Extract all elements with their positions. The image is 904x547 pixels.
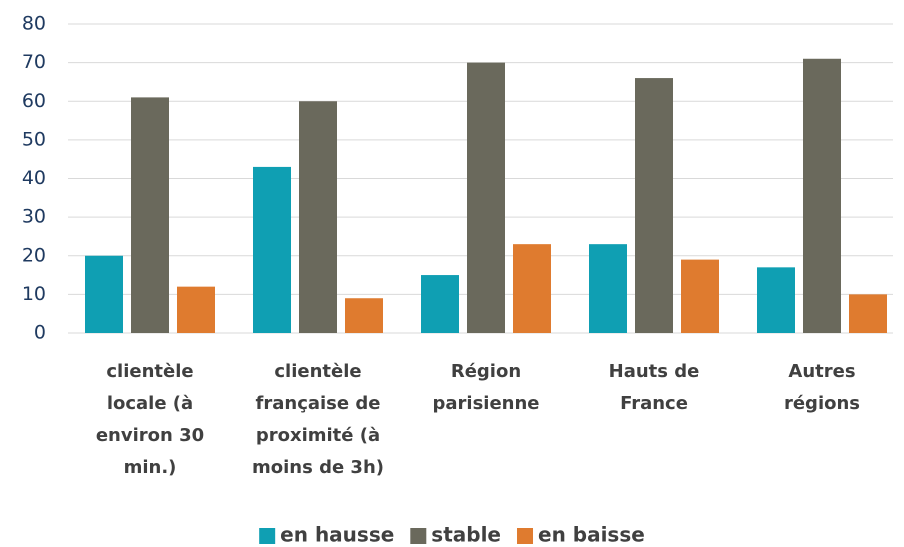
x-tick-label: clientèle	[106, 361, 193, 382]
legend-label: en baisse	[538, 523, 645, 547]
y-tick-label: 20	[22, 244, 46, 266]
x-tick-label: Hauts de	[609, 361, 700, 382]
bar	[803, 58, 841, 333]
x-tick-label: environ 30	[96, 425, 204, 446]
bar	[345, 298, 383, 333]
bar	[421, 275, 459, 333]
bar	[467, 62, 505, 333]
x-tick-label: France	[620, 393, 688, 414]
x-tick-label: proximité (à	[256, 425, 380, 446]
y-tick-label: 40	[22, 167, 46, 189]
bar	[849, 294, 887, 333]
y-tick-label: 0	[34, 322, 46, 344]
bar	[253, 166, 291, 333]
x-tick-label: parisienne	[432, 393, 539, 414]
x-tick-label: locale (à	[107, 393, 193, 414]
bar	[635, 78, 673, 333]
y-tick-label: 60	[22, 90, 46, 112]
bar	[177, 286, 215, 333]
y-tick-label: 50	[22, 128, 46, 150]
x-tick-label: Autres	[788, 361, 855, 382]
y-tick-label: 30	[22, 206, 46, 228]
y-tick-label: 10	[22, 283, 46, 305]
x-tick-label: régions	[784, 393, 860, 414]
bar	[513, 244, 551, 333]
x-tick-label: min.)	[124, 457, 177, 478]
bar	[299, 101, 337, 333]
x-tick-label: moins de 3h)	[252, 457, 384, 478]
bar	[681, 259, 719, 333]
legend-label: stable	[431, 523, 501, 547]
bar	[85, 255, 123, 333]
x-tick-label: française de	[256, 393, 381, 414]
y-tick-label: 70	[22, 51, 46, 73]
y-tick-label: 80	[22, 13, 46, 35]
legend-label: en hausse	[280, 523, 394, 547]
legend-swatch	[259, 528, 276, 544]
legend-swatch	[517, 528, 534, 544]
bar	[589, 244, 627, 333]
x-tick-label: clientèle	[274, 361, 361, 382]
x-tick-label: Région	[451, 361, 521, 382]
bar	[131, 97, 169, 333]
legend-swatch	[410, 528, 427, 544]
bar	[757, 267, 795, 333]
